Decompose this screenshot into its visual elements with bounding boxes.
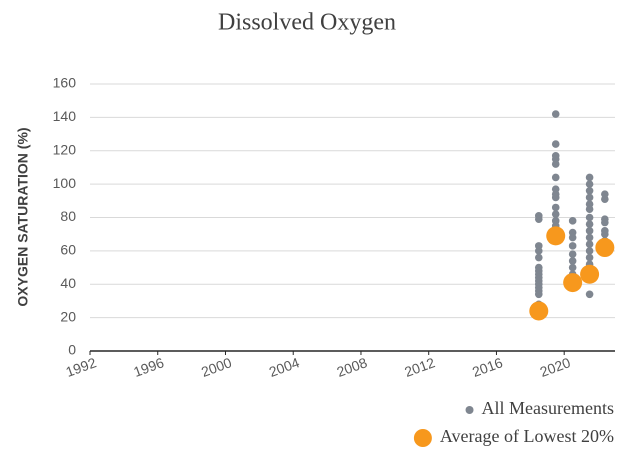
y-tick-label: 160	[53, 75, 77, 91]
measurement-point	[551, 203, 560, 212]
measurement-point	[585, 180, 594, 188]
average-point	[563, 273, 583, 293]
x-tick-label: 2008	[335, 354, 370, 380]
measurement-point	[551, 193, 560, 202]
measurement-point	[585, 220, 594, 228]
average-point	[595, 238, 615, 258]
y-tick-label: 140	[53, 108, 77, 124]
measurement-point	[568, 250, 577, 259]
measurement-point	[551, 110, 560, 118]
x-tick-label: 2016	[470, 354, 505, 380]
measurement-point	[585, 187, 594, 195]
x-tick-label: 2000	[199, 354, 234, 380]
average-point	[580, 264, 600, 284]
chart-title: Dissolved Oxygen	[218, 10, 396, 36]
measurement-point	[601, 218, 609, 227]
measurement-point	[568, 233, 577, 242]
measurement-point	[585, 213, 594, 222]
measurement-point	[585, 193, 594, 202]
average-point	[529, 301, 549, 321]
x-tick-label: 2020	[538, 354, 573, 380]
x-tick-label: 2004	[267, 354, 302, 380]
measurement-point	[585, 233, 594, 242]
y-tick-label: 0	[68, 342, 76, 358]
legend-label: All Measurements	[482, 398, 614, 418]
measurement-point	[585, 173, 594, 182]
measurement-point	[551, 173, 560, 182]
measurement-point	[534, 290, 543, 299]
measurement-point	[534, 247, 543, 255]
measurement-point	[585, 205, 594, 213]
average-point	[546, 226, 566, 246]
measurement-point	[568, 263, 577, 272]
legend-label: Average of Lowest 20%	[440, 426, 614, 446]
measurement-point	[534, 215, 543, 223]
measurement-point	[534, 253, 543, 262]
measurement-point	[585, 247, 594, 255]
measurement-point	[568, 242, 577, 250]
y-tick-label: 20	[60, 308, 76, 324]
x-tick-label: 2012	[402, 354, 437, 380]
x-tick-label: 1992	[64, 354, 99, 380]
y-tick-label: 60	[60, 242, 76, 258]
measurement-point	[601, 195, 609, 203]
y-tick-label: 120	[53, 141, 77, 157]
y-tick-label: 100	[53, 175, 77, 191]
measurement-point	[568, 217, 577, 225]
y-tick-label: 40	[60, 275, 76, 291]
measurement-point	[585, 253, 594, 262]
legend-marker	[413, 429, 432, 447]
measurement-point	[585, 240, 594, 248]
measurement-point	[568, 257, 577, 265]
measurement-point	[551, 160, 560, 168]
measurement-point	[551, 140, 560, 148]
legend-marker	[465, 406, 474, 414]
y-tick-label: 80	[60, 208, 76, 224]
x-tick-label: 1996	[131, 354, 166, 380]
measurement-point	[551, 210, 560, 218]
y-axis-label: OXYGEN SATURATION (%)	[15, 127, 31, 306]
measurement-point	[585, 227, 594, 235]
measurement-point	[585, 290, 594, 299]
measurement-point	[601, 230, 609, 238]
